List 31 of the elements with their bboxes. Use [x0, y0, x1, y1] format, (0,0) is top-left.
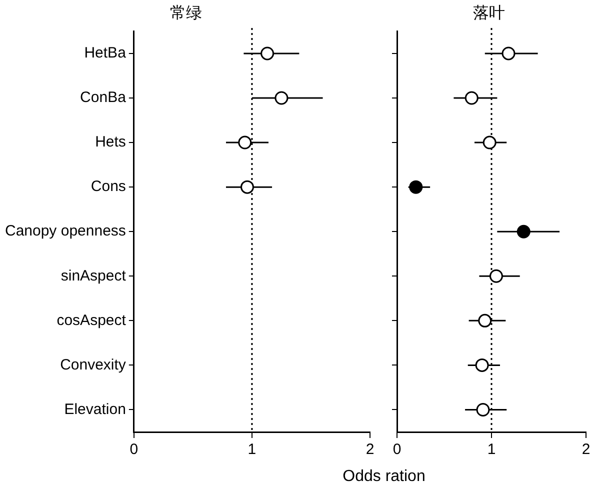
point	[240, 180, 254, 194]
y-tick-label: Hets	[95, 134, 126, 151]
y-tick-label: cosAspect	[56, 312, 127, 329]
chart-title: 落叶	[473, 2, 505, 22]
y-tick-label: Convexity	[60, 356, 126, 374]
x-tick-label: 0	[392, 441, 402, 458]
x-tick-label: 2	[366, 441, 374, 458]
y-tick-label: ConBa	[80, 89, 127, 106]
point	[489, 269, 503, 283]
y-tick-label: Elevation	[64, 400, 126, 418]
point	[478, 314, 492, 328]
point	[260, 46, 274, 60]
y-tick-label: HetBa	[84, 44, 127, 62]
point	[475, 358, 489, 372]
point	[464, 91, 478, 105]
point	[238, 136, 252, 150]
point	[502, 46, 516, 60]
point	[476, 402, 490, 416]
x-tick-label: 2	[582, 441, 590, 458]
x-tick-label: 1	[248, 441, 256, 458]
x-tick-label: 0	[130, 441, 138, 458]
x-tick-label: 1	[487, 441, 496, 458]
chart-title: 常绿	[170, 2, 202, 22]
point	[516, 224, 530, 238]
y-tick-label: sinAspect	[60, 267, 127, 284]
y-tick-label: Canopy openness	[4, 222, 126, 240]
y-tick-label: Cons	[90, 178, 126, 196]
point	[482, 136, 496, 150]
point	[409, 180, 423, 194]
x-axis-title: Odds ration	[342, 468, 426, 486]
point	[274, 91, 288, 105]
